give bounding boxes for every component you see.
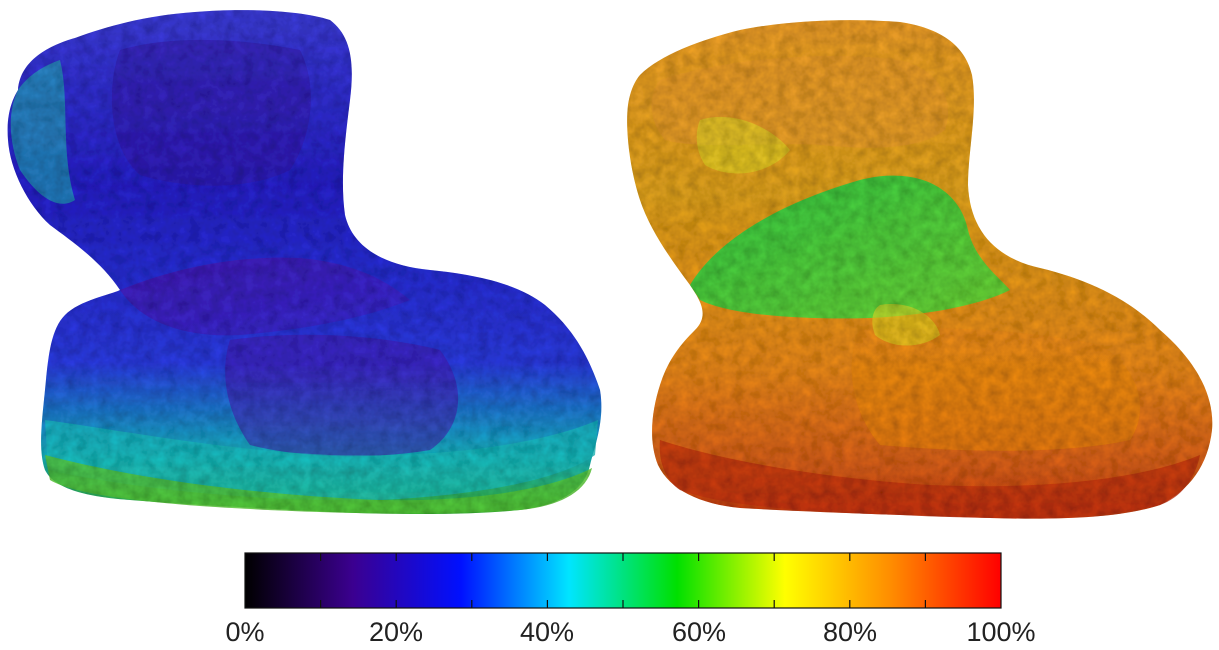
right-yellow-patch: [696, 116, 790, 174]
right-yellow-patch-2: [872, 304, 940, 346]
right-view: [627, 20, 1213, 519]
right-lower-lobe-orange: [851, 328, 1140, 451]
colorbar-gradient: [244, 552, 1002, 609]
colorbar-tick-label-20: 20%: [368, 617, 424, 647]
right-neck-green: [690, 175, 1010, 319]
left-lower-lobe-dark: [225, 334, 459, 457]
right-rim-red: [659, 440, 1200, 518]
left-rim-green: [45, 455, 592, 514]
colorbar-tick-label-40: 40%: [519, 617, 575, 647]
left-head-cyan: [10, 60, 75, 204]
colorbar: [244, 552, 1002, 609]
left-rim-cyan: [45, 420, 598, 501]
colorbar-tick-label-60: 60%: [671, 617, 727, 647]
left-upper-lobe-dark: [111, 39, 311, 186]
colorbar-tick-label-0: 0%: [225, 617, 265, 647]
colorbar-ticks: [320, 553, 927, 608]
left-neck-shadow: [120, 257, 410, 336]
colorbar-tick-label-100: 100%: [966, 617, 1036, 647]
left-view: [7, 10, 602, 515]
colorbar-tick-label-80: 80%: [822, 617, 878, 647]
